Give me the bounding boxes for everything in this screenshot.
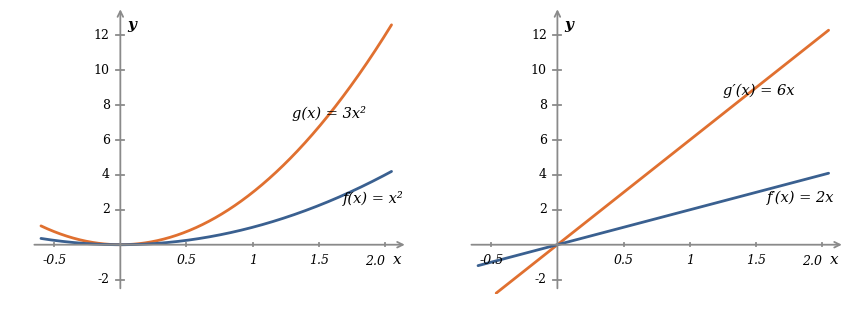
Text: 8: 8 (539, 99, 547, 112)
Text: -0.5: -0.5 (42, 254, 66, 267)
Text: 6: 6 (539, 133, 547, 146)
Text: x: x (830, 252, 838, 267)
Text: -2: -2 (535, 273, 547, 286)
Text: 1: 1 (248, 254, 257, 267)
Text: 4: 4 (101, 168, 110, 181)
Text: 2: 2 (102, 203, 110, 216)
Text: 10: 10 (531, 64, 547, 77)
Text: 0.5: 0.5 (613, 254, 634, 267)
Text: g(x) = 3x²: g(x) = 3x² (292, 106, 366, 121)
Text: 2: 2 (539, 203, 547, 216)
Text: 12: 12 (94, 29, 110, 42)
Text: 12: 12 (531, 29, 547, 42)
Text: y: y (127, 18, 136, 32)
Text: g′(x) = 6x: g′(x) = 6x (722, 84, 795, 99)
Text: 2.0: 2.0 (365, 255, 385, 268)
Text: 1.5: 1.5 (308, 254, 329, 267)
Text: 2.0: 2.0 (802, 255, 822, 268)
Text: 8: 8 (101, 99, 110, 112)
Text: x: x (393, 252, 401, 267)
Text: 6: 6 (101, 133, 110, 146)
Text: 10: 10 (94, 64, 110, 77)
Text: y: y (564, 18, 573, 32)
Text: 1: 1 (685, 254, 694, 267)
Text: -0.5: -0.5 (479, 254, 503, 267)
Text: 0.5: 0.5 (176, 254, 197, 267)
Text: f(x) = x²: f(x) = x² (343, 191, 404, 206)
Text: f′(x) = 2x: f′(x) = 2x (766, 190, 834, 205)
Text: 1.5: 1.5 (746, 254, 766, 267)
Text: 4: 4 (539, 168, 547, 181)
Text: -2: -2 (98, 273, 110, 286)
